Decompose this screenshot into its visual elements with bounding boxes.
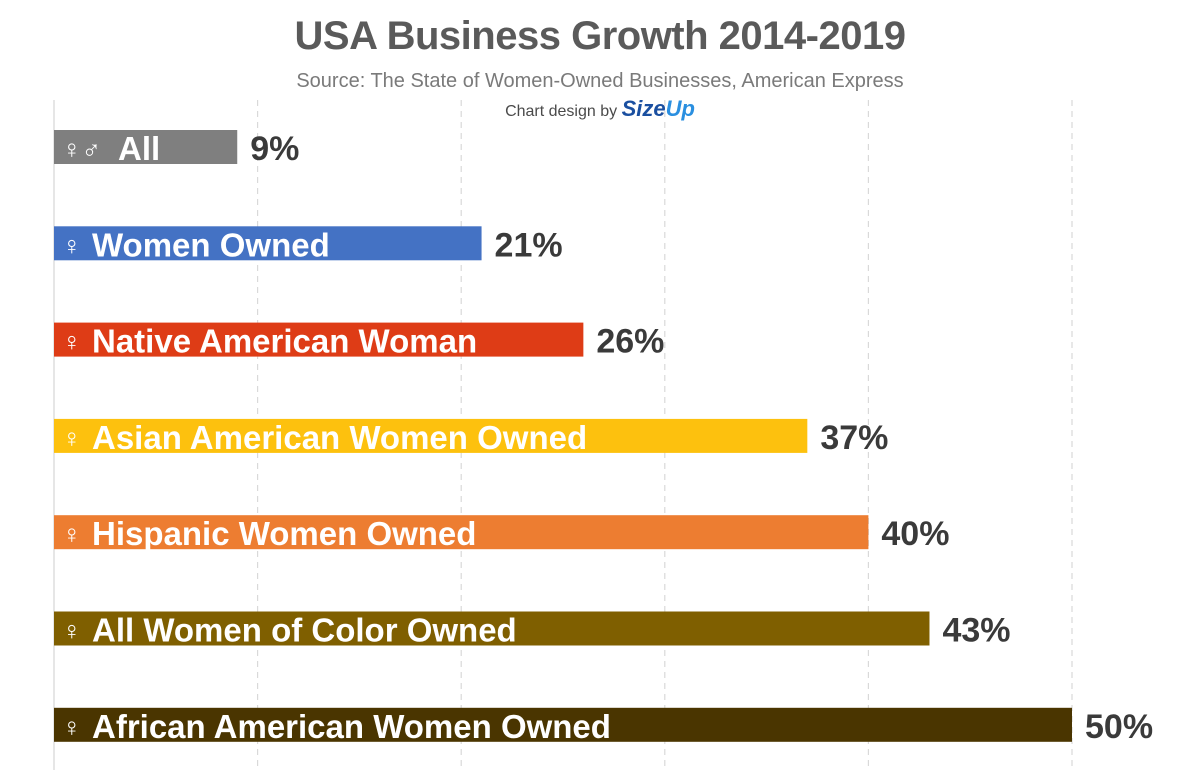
bar-value-label: 37% [820, 419, 888, 457]
chart-credit: Chart design by SizeUp [0, 96, 1200, 122]
bar [54, 226, 482, 261]
bar-value-label: 43% [942, 612, 1010, 650]
bars: ♀♂ All 9% ♀ Women Owned 21% ♀ Native American W… [54, 130, 1153, 746]
chart-subtitle: Source: The State of Women-Owned Busines… [296, 70, 904, 92]
brand-logo: SizeUp [622, 96, 695, 121]
bar [54, 418, 808, 453]
bar-category-label: African American Women Owned [92, 708, 611, 745]
bar-value-label: 40% [881, 515, 949, 553]
gender-icon: ♀ [62, 712, 82, 742]
gender-icon: ♀ [62, 327, 82, 357]
bar [54, 515, 869, 550]
bar-value-label: 26% [596, 323, 664, 361]
bar-value-label: 9% [250, 130, 299, 168]
bar-group: ♀ African American Women Owned 50% [54, 707, 1153, 746]
bar-category-label: Women Owned [92, 226, 330, 263]
bar-value-label: 50% [1085, 708, 1153, 746]
bar-value-label: 21% [495, 226, 563, 264]
brand-accent: Up [665, 96, 695, 121]
gender-icon: ♀ [62, 519, 82, 549]
bar-category-label: Native American Woman [92, 323, 477, 360]
bar-category-label: All Women of Color Owned [92, 612, 517, 649]
bar-category-label: Hispanic Women Owned [92, 515, 476, 552]
bar-group: ♀ All Women of Color Owned 43% [54, 611, 1011, 650]
bar [54, 611, 930, 646]
brand-main: Size [621, 96, 666, 121]
gender-icon: ♀ [62, 423, 82, 453]
credit-prefix: Chart design by [505, 103, 618, 120]
bar-group: ♀ Native American Woman 26% [54, 322, 664, 361]
gender-icon: ♀ [62, 616, 82, 646]
bar-category-label: Asian American Women Owned [92, 419, 587, 456]
bar-category-label: All [118, 130, 160, 167]
gender-icon: ♀♂ [62, 134, 101, 164]
gender-icon: ♀ [62, 230, 82, 260]
chart-title: USA Business Growth 2014-2019 [294, 14, 906, 58]
bar [54, 707, 1072, 742]
bar-group: ♀ Hispanic Women Owned 40% [54, 515, 949, 553]
bar [54, 322, 584, 357]
bar-group: ♀ Asian American Women Owned 37% [54, 418, 888, 457]
bar [54, 130, 238, 164]
bar-group: ♀ Women Owned 21% [54, 226, 563, 264]
bar-group: ♀♂ All 9% [54, 130, 299, 168]
